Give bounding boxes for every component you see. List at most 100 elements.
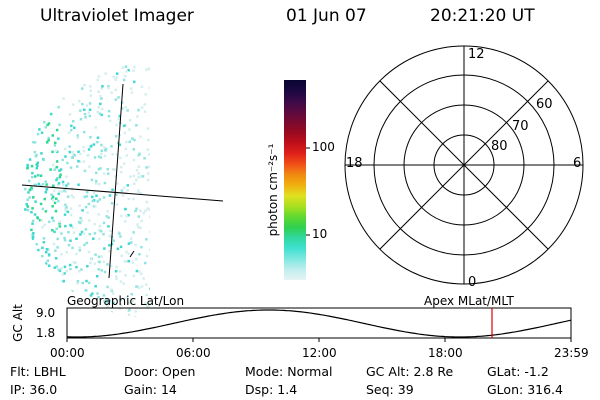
emission-pixel <box>57 137 60 140</box>
emission-pixel <box>85 279 88 283</box>
emission-pixel <box>144 302 147 305</box>
emission-pixel <box>109 288 113 291</box>
mlt-label-0: 0 <box>468 275 477 290</box>
emission-pixel <box>79 109 82 112</box>
emission-pixel <box>72 196 75 199</box>
emission-pixel <box>132 148 136 151</box>
glon-label: GLon: <box>487 382 524 397</box>
emission-pixel <box>132 174 136 178</box>
emission-pixel <box>107 86 110 90</box>
emission-pixel <box>41 182 45 186</box>
emission-pixel <box>147 138 150 142</box>
instrument-title: Ultraviolet Imager <box>40 6 194 26</box>
emission-pixel <box>51 229 54 232</box>
emission-pixel <box>66 210 70 214</box>
emission-pixel <box>147 67 150 70</box>
emission-pixel <box>33 183 37 187</box>
emission-pixel <box>137 165 141 168</box>
emission-pixel <box>33 213 37 216</box>
emission-pixel <box>111 153 114 156</box>
emission-pixel <box>95 194 98 197</box>
emission-pixel <box>114 88 117 92</box>
emission-pixel <box>93 262 97 265</box>
emission-pixel <box>85 241 88 245</box>
emission-pixel <box>139 226 142 229</box>
emission-pixel <box>135 178 138 182</box>
emission-pixel <box>108 194 112 197</box>
emission-pixel <box>46 259 49 262</box>
emission-pixel <box>27 191 30 194</box>
emission-pixel <box>53 189 56 192</box>
emission-pixel <box>65 184 68 187</box>
mlat-label-80: 80 <box>491 139 508 154</box>
emission-pixel <box>54 149 58 152</box>
emission-pixel <box>28 158 32 161</box>
emission-pixel <box>78 246 81 249</box>
emission-pixel <box>71 226 75 229</box>
emission-pixel <box>86 154 89 157</box>
emission-pixel <box>120 107 124 110</box>
emission-pixel <box>90 178 94 182</box>
emission-pixel <box>73 126 76 129</box>
ip-label: IP: <box>10 382 26 397</box>
emission-pixel <box>124 123 127 127</box>
emission-pixel <box>98 224 102 228</box>
emission-pixel <box>125 214 128 218</box>
gcalt-value: 2.8 Re <box>413 364 454 379</box>
emission-pixel <box>146 207 149 210</box>
emission-pixel <box>123 131 127 135</box>
emission-pixel <box>97 75 101 78</box>
emission-pixel <box>69 166 73 169</box>
emission-pixel <box>55 265 59 268</box>
emission-pixel <box>118 143 122 146</box>
emission-pixel <box>145 293 148 297</box>
emission-pixel <box>107 172 110 175</box>
emission-pixel <box>140 245 143 249</box>
emission-pixel <box>55 197 58 200</box>
emission-pixel <box>133 80 136 84</box>
emission-pixel <box>102 294 106 297</box>
emission-pixel <box>135 285 138 288</box>
mlt-label-6: 6 <box>573 156 582 171</box>
emission-pixel <box>111 188 114 191</box>
emission-pixel <box>75 265 78 269</box>
emission-pixel <box>109 229 112 232</box>
emission-pixel <box>108 299 111 303</box>
emission-pixel <box>61 180 65 184</box>
emission-pixel <box>93 232 97 235</box>
emission-pixel <box>41 226 44 229</box>
emission-pixel <box>106 285 109 289</box>
emission-pixel <box>122 186 126 190</box>
emission-pixel <box>88 232 91 236</box>
emission-pixel <box>39 174 43 177</box>
emission-pixel <box>69 239 72 242</box>
emission-pixel <box>61 190 64 193</box>
emission-pixel <box>133 316 137 318</box>
emission-pixel <box>124 65 128 68</box>
emission-pixel <box>148 86 150 90</box>
mlat-label-60: 60 <box>536 97 553 112</box>
emission-pixel <box>95 182 98 185</box>
emission-pixel <box>137 286 141 290</box>
emission-pixel <box>93 222 96 226</box>
emission-pixel <box>60 232 63 235</box>
emission-pixel <box>51 195 55 199</box>
emission-pixel <box>54 141 57 145</box>
emission-pixel <box>59 168 63 171</box>
emission-pixel <box>127 309 131 312</box>
emission-pixel <box>135 257 138 261</box>
emission-pixel <box>58 169 61 172</box>
emission-pixel <box>119 303 123 306</box>
emission-pixel <box>84 116 87 119</box>
emission-pixel <box>135 207 138 211</box>
timeline-frame <box>66 307 572 339</box>
emission-pixel <box>135 269 139 273</box>
emission-pixel <box>63 147 67 151</box>
emission-pixel <box>114 78 117 82</box>
emission-pixel <box>145 68 148 71</box>
emission-pixel <box>25 203 28 206</box>
emission-pixel <box>115 72 119 75</box>
emission-pixel <box>76 280 80 283</box>
emission-pixel <box>33 141 37 144</box>
emission-pixel <box>106 263 109 266</box>
